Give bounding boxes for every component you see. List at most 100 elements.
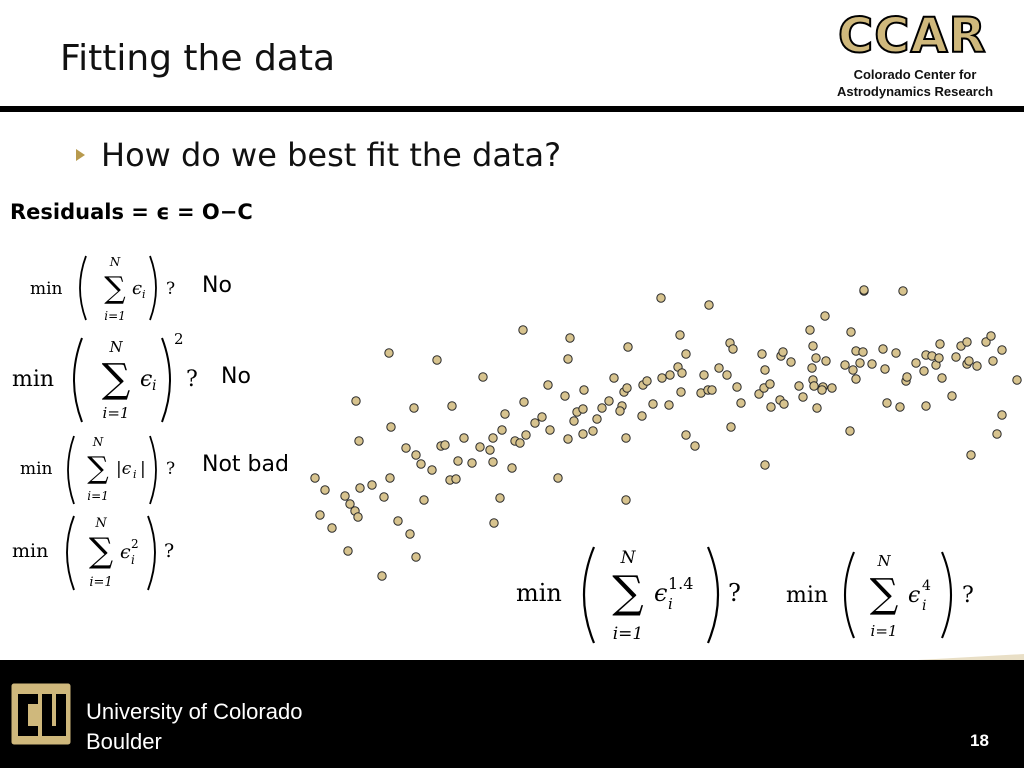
scatter-point bbox=[779, 399, 789, 409]
sigma-glyph: ∑ bbox=[102, 356, 131, 402]
formula-subscript: i bbox=[668, 595, 673, 613]
formula-epsilon: ϵ bbox=[140, 367, 152, 392]
scatter-point bbox=[921, 401, 931, 411]
ccar-logo-subtitle-line1: Colorado Center for bbox=[853, 67, 977, 82]
scatter-point bbox=[597, 403, 607, 413]
formula-superscript: 2 bbox=[131, 537, 139, 551]
scatter-point bbox=[518, 325, 528, 335]
formula-right-paren bbox=[161, 337, 171, 423]
scatter-point bbox=[690, 441, 700, 451]
scatter-point bbox=[409, 403, 419, 413]
bullet-text: How do we best fit the data? bbox=[101, 136, 562, 174]
scatter-point bbox=[699, 370, 709, 380]
bullet-arrow-icon bbox=[76, 149, 85, 161]
formula-question: ? bbox=[728, 579, 741, 607]
scatter-point bbox=[315, 510, 325, 520]
scatter-point bbox=[411, 552, 421, 562]
scatter-point bbox=[351, 396, 361, 406]
scatter-point bbox=[851, 374, 861, 384]
scatter-point bbox=[951, 352, 961, 362]
scatter-point bbox=[588, 426, 598, 436]
formula-sum-absolute: min N ∑ i=1 |ϵ i | ? bbox=[20, 435, 175, 505]
scatter-point bbox=[497, 425, 507, 435]
scatter-point bbox=[812, 403, 822, 413]
scatter-point bbox=[355, 483, 365, 493]
scatter-point bbox=[656, 293, 666, 303]
formula-min-text: min bbox=[516, 579, 562, 607]
scatter-point bbox=[592, 414, 602, 424]
formula-sum-upper: N bbox=[92, 435, 104, 449]
scatter-point bbox=[757, 349, 767, 359]
scatter-point bbox=[827, 383, 837, 393]
formula-sum-power-1-4: min N ∑ i=1 ϵ 1.4 i ? bbox=[516, 546, 741, 644]
scatter-point bbox=[882, 398, 892, 408]
scatter-point bbox=[519, 397, 529, 407]
scatter-point bbox=[609, 373, 619, 383]
formula-left-paren bbox=[66, 515, 75, 591]
scatter-point bbox=[545, 425, 555, 435]
scatter-point bbox=[707, 385, 717, 395]
formula-sum-upper: N bbox=[94, 516, 107, 531]
scatter-point bbox=[880, 364, 890, 374]
scatter-point bbox=[766, 402, 776, 412]
scatter-point bbox=[964, 356, 974, 366]
scatter-point bbox=[521, 430, 531, 440]
formula-sum-squares: min N ∑ i=1 ϵ 2 i ? bbox=[12, 515, 174, 591]
residuals-label: Residuals = ϵ = O−C bbox=[10, 200, 253, 224]
scatter-point bbox=[320, 485, 330, 495]
sigma-glyph: ∑ bbox=[87, 451, 109, 486]
scatter-point bbox=[811, 353, 821, 363]
scatter-point bbox=[447, 401, 457, 411]
formula-left-paren bbox=[843, 551, 855, 639]
scatter-point bbox=[681, 349, 691, 359]
university-name-line1: University of Colorado bbox=[86, 699, 303, 724]
scatter-point bbox=[858, 347, 868, 357]
scatter-point bbox=[966, 450, 976, 460]
scatter-point bbox=[754, 389, 764, 399]
scatter-point bbox=[902, 372, 912, 382]
formula-min-text: min bbox=[30, 279, 63, 299]
scatter-point bbox=[543, 380, 553, 390]
scatter-point bbox=[855, 358, 865, 368]
formula-right-paren bbox=[149, 435, 157, 505]
scatter-point bbox=[848, 365, 858, 375]
scatter-point bbox=[495, 493, 505, 503]
scatter-point bbox=[563, 354, 573, 364]
formula-epsilon: ϵ bbox=[132, 278, 142, 299]
scatter-point bbox=[432, 355, 442, 365]
scatter-point bbox=[981, 337, 991, 347]
scatter-point bbox=[507, 463, 517, 473]
scatter-point bbox=[817, 385, 827, 395]
formula-subscript: i bbox=[142, 288, 146, 301]
scatter-point bbox=[947, 391, 957, 401]
formula-superscript: 4 bbox=[922, 578, 931, 594]
ccar-logo-subtitle-line2: Astrodynamics Research bbox=[836, 84, 994, 99]
scatter-point bbox=[664, 400, 674, 410]
scatter-point bbox=[353, 512, 363, 522]
scatter-point bbox=[411, 450, 421, 460]
formula-question: ? bbox=[164, 540, 174, 562]
scatter-point bbox=[642, 376, 652, 386]
scatter-point bbox=[637, 411, 647, 421]
scatter-point bbox=[820, 311, 830, 321]
formula-sum-lower: i=1 bbox=[89, 575, 112, 590]
scatter-point bbox=[385, 473, 395, 483]
title-divider bbox=[0, 106, 1024, 112]
scatter-point bbox=[467, 458, 477, 468]
scatter-plot bbox=[310, 285, 1022, 581]
scatter-point bbox=[327, 523, 337, 533]
formula-sum-squared: min N ∑ i=1 ϵ i 2 ? bbox=[12, 330, 198, 423]
page-number: 18 bbox=[970, 731, 989, 750]
scatter-point bbox=[840, 360, 850, 370]
formula-sum-lower: i=1 bbox=[613, 624, 644, 644]
formula-subscript: i bbox=[922, 598, 926, 614]
sigma-glyph: ∑ bbox=[612, 567, 643, 618]
scatter-point bbox=[615, 406, 625, 416]
bullet-item: How do we best fit the data? bbox=[76, 136, 561, 174]
scatter-point bbox=[898, 286, 908, 296]
scatter-point bbox=[451, 474, 461, 484]
scatter-point bbox=[401, 443, 411, 453]
scatter-point bbox=[760, 460, 770, 470]
formula-sum-upper: N bbox=[620, 548, 637, 568]
formula-right-paren bbox=[147, 515, 156, 591]
